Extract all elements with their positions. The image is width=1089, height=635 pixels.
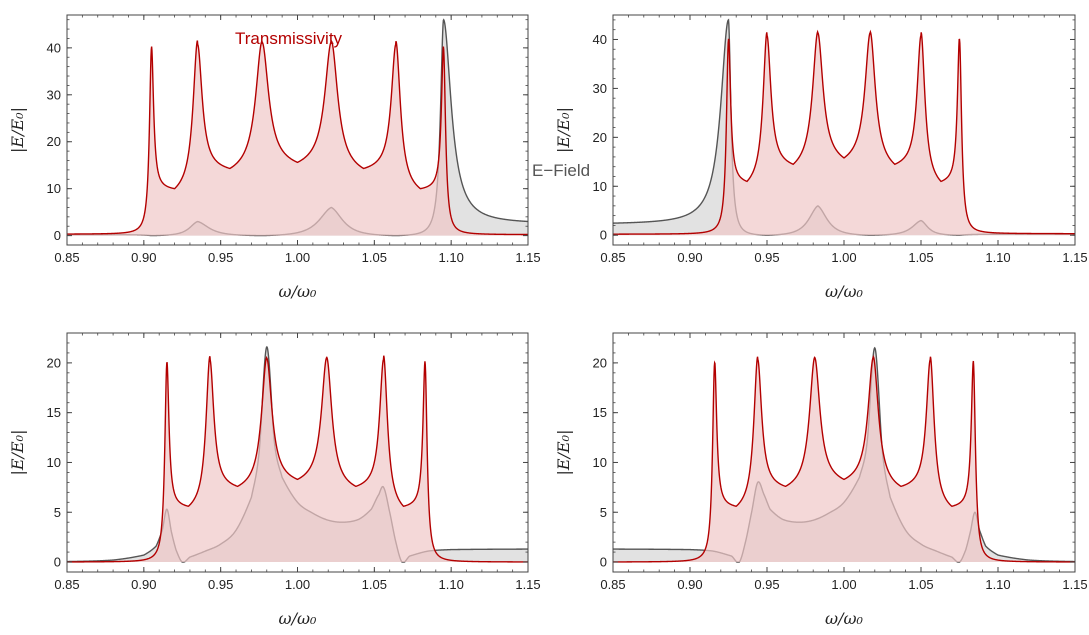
x-tick-label: 1.10 <box>985 577 1010 592</box>
transmissivity-annotation: Transmissivity <box>235 29 343 48</box>
y-tick-label: 30 <box>593 81 607 96</box>
x-tick-label: 1.10 <box>439 577 464 592</box>
x-tick-label: 1.05 <box>908 250 933 265</box>
y-tick-label: 10 <box>47 455 61 470</box>
x-tick-label: 0.85 <box>54 577 79 592</box>
y-axis-label: |E/E₀| <box>8 430 27 476</box>
x-tick-label: 0.95 <box>754 250 779 265</box>
y-tick-label: 30 <box>47 87 61 102</box>
x-axis-label: ω/ω₀ <box>825 609 863 628</box>
x-tick-label: 1.10 <box>985 250 1010 265</box>
x-tick-label: 1.00 <box>831 250 856 265</box>
x-tick-label: 0.90 <box>131 250 156 265</box>
chart-panel-top-right: 0.85 0.90 0.95 1.00 1.05 1.10 1.15 0 10 20 30 40 ω/ω… <box>554 14 1088 301</box>
y-tick-label: 0 <box>54 228 61 243</box>
x-tick-label: 0.95 <box>208 577 233 592</box>
x-tick-label: 1.15 <box>515 577 540 592</box>
transmissivity-line <box>67 355 528 563</box>
y-tick-label: 20 <box>47 134 61 149</box>
x-tick-label: 1.00 <box>285 577 310 592</box>
x-tick-label: 1.15 <box>1062 577 1087 592</box>
y-tick-label: 15 <box>593 405 607 420</box>
transmissivity-line <box>67 39 529 236</box>
x-tick-label: 0.85 <box>54 250 79 265</box>
x-tick-label: 1.00 <box>285 250 310 265</box>
x-tick-label: 1.05 <box>908 577 933 592</box>
x-axis-label: ω/ω₀ <box>279 609 317 628</box>
x-tick-label: 1.05 <box>362 250 387 265</box>
transmissivity-area <box>67 355 528 563</box>
e-field-area <box>67 19 528 236</box>
x-tick-label: 0.85 <box>600 250 625 265</box>
x-tick-label: 0.90 <box>677 577 702 592</box>
x-tick-label: 0.90 <box>677 250 702 265</box>
y-tick-label: 40 <box>47 40 61 55</box>
transmissivity-line <box>613 354 1075 563</box>
x-tick-label: 1.00 <box>831 577 856 592</box>
x-tick-label: 1.15 <box>1062 250 1087 265</box>
y-axis-label: |E/E₀| <box>554 107 573 153</box>
x-tick-label: 0.90 <box>131 577 156 592</box>
x-tick-label: 1.10 <box>439 250 464 265</box>
chart-panel-top-left: 0.85 0.90 0.95 1.00 1.05 1.10 1.15 0 10 20 30 40 ω/ω… <box>8 14 590 301</box>
chart-panel-bottom-right: 0.85 0.90 0.95 1.00 1.05 1.10 1.15 0 5 10 15 20 ω/ω₀… <box>554 332 1088 628</box>
y-tick-label: 20 <box>593 130 607 145</box>
y-axis-label: |E/E₀| <box>8 107 27 153</box>
y-tick-label: 0 <box>54 555 61 570</box>
transmissivity-area <box>613 31 1075 236</box>
x-tick-label: 1.05 <box>362 577 387 592</box>
transmissivity-line <box>612 29 1075 235</box>
y-tick-label: 0 <box>600 555 607 570</box>
transmissivity-area <box>613 356 1075 563</box>
x-axis-label: ω/ω₀ <box>825 282 863 301</box>
y-tick-label: 5 <box>54 505 61 520</box>
y-tick-label: 15 <box>47 405 61 420</box>
y-tick-label: 10 <box>47 181 61 196</box>
x-axis-label: ω/ω₀ <box>279 282 317 301</box>
transmissivity-area <box>67 40 528 236</box>
chart-panel-bottom-left: 0.85 0.90 0.95 1.00 1.05 1.10 1.15 0 5 10 15 20 ω/ω₀… <box>8 332 541 628</box>
y-tick-label: 10 <box>593 179 607 194</box>
y-tick-label: 20 <box>47 355 61 370</box>
y-axis-label: |E/E₀| <box>554 430 573 476</box>
y-tick-label: 0 <box>600 228 607 243</box>
e-field-annotation: E−Field <box>532 161 590 180</box>
y-tick-label: 40 <box>593 32 607 47</box>
y-tick-label: 20 <box>593 355 607 370</box>
y-tick-label: 5 <box>600 505 607 520</box>
x-tick-label: 0.95 <box>208 250 233 265</box>
x-tick-label: 0.95 <box>754 577 779 592</box>
x-tick-label: 0.85 <box>600 577 625 592</box>
x-tick-label: 1.15 <box>515 250 540 265</box>
y-tick-label: 10 <box>593 455 607 470</box>
